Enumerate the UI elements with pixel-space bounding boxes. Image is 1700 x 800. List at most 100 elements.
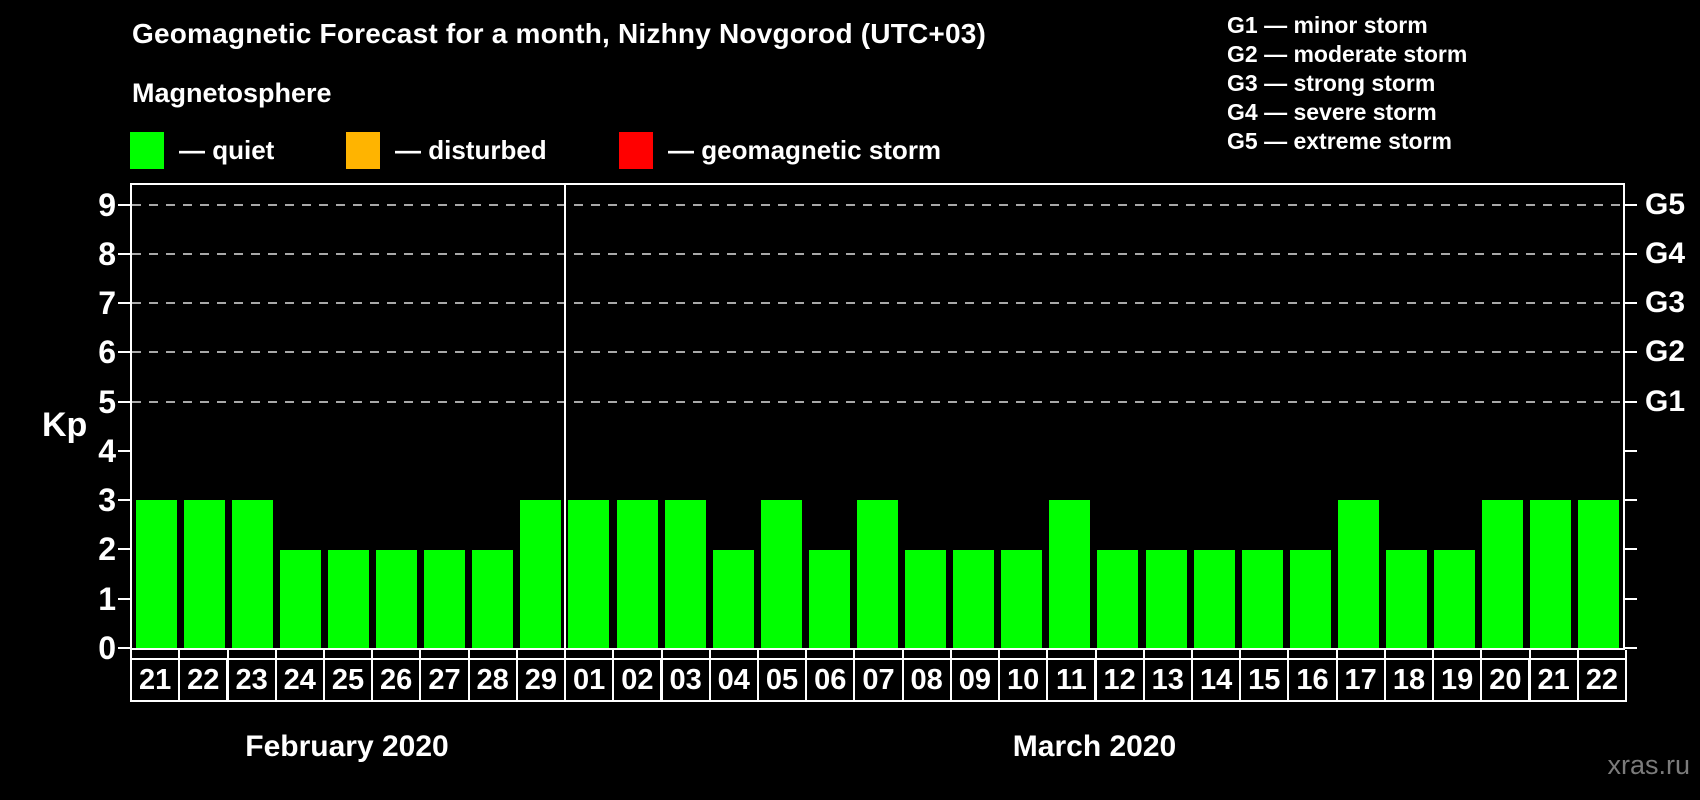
y-axis-label-5: 5 bbox=[98, 383, 116, 420]
kp-bar-day-24 bbox=[279, 549, 321, 648]
kp-bar-day-01 bbox=[568, 500, 610, 648]
y-tick-right-4 bbox=[1625, 449, 1637, 452]
day-label-05: 05 bbox=[756, 658, 808, 702]
y-axis-label-2: 2 bbox=[98, 531, 116, 568]
kp-bar-day-16 bbox=[1289, 549, 1331, 648]
month-separator bbox=[563, 185, 566, 648]
day-label-20: 20 bbox=[1480, 658, 1531, 702]
y-axis-label-7: 7 bbox=[98, 285, 116, 322]
y-tick-right-7 bbox=[1625, 302, 1637, 305]
kp-bar-day-26 bbox=[376, 549, 418, 648]
y-tick-left-2 bbox=[118, 548, 130, 551]
legend-item-geomagnetic-storm: — geomagnetic storm bbox=[619, 130, 941, 170]
y-tick-right-6 bbox=[1625, 351, 1637, 354]
magnetosphere-label: Magnetosphere bbox=[132, 78, 332, 108]
y-tick-left-8 bbox=[118, 252, 130, 255]
kp-bar-day-10 bbox=[1001, 549, 1043, 648]
gridline-kp-6 bbox=[132, 351, 1623, 354]
storm-scale-line-g2: G2 — moderate storm bbox=[1227, 41, 1468, 67]
day-label-26: 26 bbox=[371, 658, 422, 702]
kp-bar-day-17 bbox=[1337, 500, 1379, 648]
kp-bar-day-04 bbox=[712, 549, 754, 648]
y-axis-label-0: 0 bbox=[98, 630, 116, 666]
x-slot-tick bbox=[708, 650, 711, 658]
day-label-28: 28 bbox=[467, 658, 518, 702]
kp-bar-day-03 bbox=[664, 500, 706, 648]
x-slot-tick bbox=[515, 650, 518, 658]
legend-item-disturbed: — disturbed bbox=[346, 130, 547, 170]
day-label-16: 16 bbox=[1287, 658, 1338, 702]
x-slot-tick bbox=[1625, 650, 1627, 658]
x-slot-tick bbox=[998, 650, 1001, 658]
right-axis-label-g3: G3 bbox=[1645, 286, 1686, 320]
kp-bar-day-22 bbox=[183, 500, 225, 648]
storm-scale-line-g5: G5 — extreme storm bbox=[1227, 128, 1452, 154]
x-slot-tick bbox=[1094, 650, 1097, 658]
disturbed-color-swatch bbox=[346, 131, 380, 169]
day-label-14: 14 bbox=[1191, 658, 1242, 702]
geomagnetic-storm-color-swatch bbox=[619, 131, 653, 169]
kp-bar-day-07 bbox=[857, 500, 899, 648]
y-tick-left-0 bbox=[118, 647, 130, 649]
legend-label-disturbed: — disturbed bbox=[395, 134, 547, 165]
day-label-21: 21 bbox=[130, 658, 181, 702]
x-slot-tick bbox=[949, 650, 952, 658]
day-label-22: 22 bbox=[178, 658, 229, 702]
x-slot-tick bbox=[660, 650, 663, 658]
kp-bar-day-27 bbox=[424, 549, 466, 648]
gridline-kp-9 bbox=[132, 203, 1623, 206]
y-tick-left-6 bbox=[118, 351, 130, 354]
day-label-17: 17 bbox=[1335, 658, 1386, 702]
storm-scale-line-g4: G4 — severe storm bbox=[1227, 99, 1437, 125]
x-slot-tick bbox=[1191, 650, 1193, 658]
legend-label-geomagnetic-storm: — geomagnetic storm bbox=[668, 134, 942, 165]
day-label-22: 22 bbox=[1576, 658, 1627, 702]
y-axis-label-9: 9 bbox=[98, 186, 116, 223]
x-slot-tick bbox=[805, 650, 808, 658]
y-tick-right-2 bbox=[1625, 548, 1637, 551]
kp-bar-day-11 bbox=[1049, 500, 1091, 648]
day-label-11: 11 bbox=[1046, 658, 1097, 702]
gridline-kp-8 bbox=[132, 252, 1623, 255]
legend-label-quiet: — quiet bbox=[179, 134, 275, 165]
kp-bar-day-08 bbox=[905, 549, 947, 648]
x-slot-tick bbox=[1335, 650, 1338, 658]
kp-bar-day-21 bbox=[1530, 500, 1572, 648]
kp-bar-day-28 bbox=[472, 549, 514, 648]
day-label-02: 02 bbox=[612, 658, 663, 702]
y-tick-right-1 bbox=[1625, 597, 1637, 600]
day-label-07: 07 bbox=[853, 658, 904, 702]
month-label-february: February 2020 bbox=[245, 730, 449, 763]
day-label-10: 10 bbox=[998, 658, 1049, 702]
gridline-kp-5 bbox=[132, 400, 1623, 403]
kp-bar-day-22 bbox=[1578, 500, 1620, 648]
x-slot-tick bbox=[1287, 650, 1290, 658]
kp-bar-day-21 bbox=[135, 500, 177, 648]
y-axis-label-4: 4 bbox=[98, 432, 116, 469]
day-label-06: 06 bbox=[805, 658, 856, 702]
x-slot-tick bbox=[1142, 650, 1145, 658]
x-slot-tick bbox=[1480, 650, 1483, 658]
month-label-march: March 2020 bbox=[1012, 730, 1177, 763]
storm-scale-line-g1: G1 — minor storm bbox=[1227, 12, 1428, 38]
day-label-15: 15 bbox=[1239, 658, 1290, 702]
kp-bar-day-12 bbox=[1097, 549, 1139, 648]
day-label-25: 25 bbox=[322, 658, 374, 702]
y-tick-left-1 bbox=[118, 597, 130, 600]
kp-bar-day-14 bbox=[1193, 549, 1235, 648]
y-axis-label-8: 8 bbox=[98, 235, 116, 272]
x-slot-tick bbox=[1239, 650, 1242, 658]
x-slot-tick bbox=[1432, 650, 1435, 658]
watermark: xras.ru bbox=[1607, 750, 1690, 780]
day-label-01: 01 bbox=[564, 658, 615, 702]
day-label-04: 04 bbox=[708, 658, 759, 702]
x-slot-tick bbox=[178, 650, 181, 658]
kp-bar-day-05 bbox=[760, 500, 802, 648]
x-slot-tick bbox=[1383, 650, 1386, 658]
day-label-18: 18 bbox=[1383, 658, 1435, 702]
y-tick-right-8 bbox=[1625, 252, 1637, 255]
y-axis-label-1: 1 bbox=[98, 580, 116, 617]
kp-bar-day-25 bbox=[327, 549, 369, 648]
right-axis-label-g5: G5 bbox=[1645, 187, 1686, 221]
day-label-12: 12 bbox=[1094, 658, 1145, 702]
